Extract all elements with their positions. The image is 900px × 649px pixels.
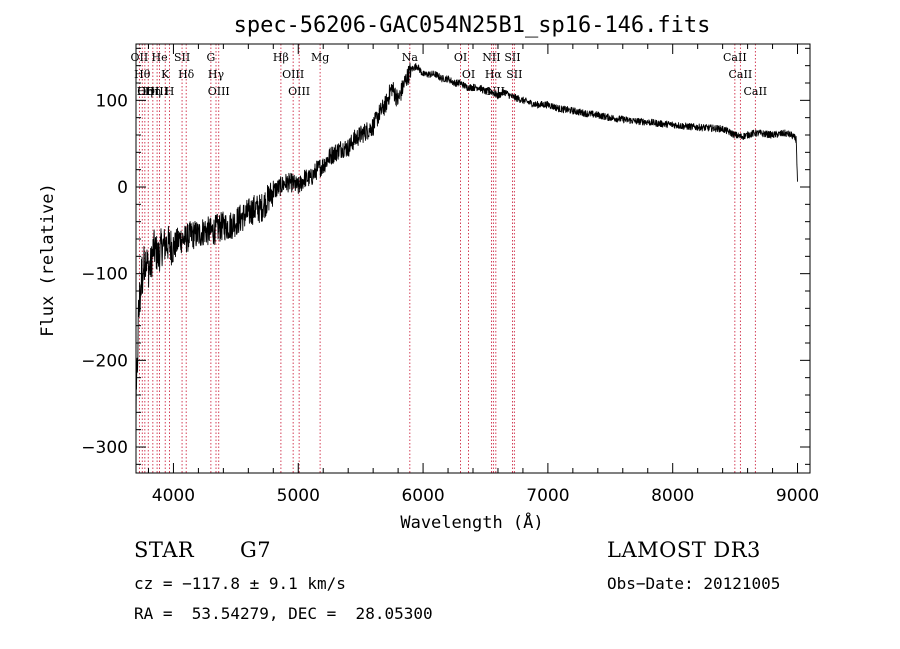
y-tick-label: −300 <box>81 438 128 458</box>
x-tick-label: 7000 <box>526 486 569 506</box>
line-label: Hη <box>137 85 153 98</box>
y-tick-label: 100 <box>96 91 128 111</box>
line-label: SII <box>506 68 522 81</box>
chart-title: spec-56206-GAC054N25B1_sp16-146.fits <box>234 13 711 38</box>
line-label: OIII <box>146 85 168 98</box>
line-label: Mg <box>311 51 329 64</box>
line-label: Na <box>402 51 419 64</box>
line-label: NII <box>487 85 505 98</box>
line-label: CaII <box>723 51 747 64</box>
x-tick-label: 5000 <box>277 486 320 506</box>
line-label: OIII <box>288 85 310 98</box>
x-tick-label: 8000 <box>651 486 694 506</box>
line-label: CaII <box>743 85 767 98</box>
obs-date: Obs−Date: 20121005 <box>607 574 781 593</box>
x-tick-label: 6000 <box>401 486 444 506</box>
y-axis-label: Flux (relative) <box>38 183 58 337</box>
redshift-value: cz = −117.8 ± 9.1 km/s <box>134 574 346 593</box>
plot-frame <box>135 43 811 474</box>
line-label: SII <box>504 51 520 64</box>
line-label: He <box>152 51 168 64</box>
line-label: Hγ <box>208 68 225 81</box>
line-label: OIII <box>282 68 304 81</box>
y-tick-label: 0 <box>117 178 128 198</box>
y-tick-label: −200 <box>81 351 128 371</box>
line-labels: OIIHθHηOIIIHηOIIIHeKHSIIHδGHγOIIIHβOIIIO… <box>131 51 768 98</box>
x-tick-label: 9000 <box>776 486 819 506</box>
coordinates: RA = 53.54279, DEC = 28.05300 <box>134 604 433 623</box>
line-label: Hβ <box>273 51 289 64</box>
axes: 4000 5000 6000 7000 8000 9000 −300 −200 −100 0 100 <box>81 43 819 506</box>
line-label: Hδ <box>178 68 195 81</box>
spectrum-series <box>135 62 798 432</box>
line-label: K <box>161 68 170 81</box>
line-label: G <box>206 51 215 64</box>
line-label: OI <box>462 68 475 81</box>
line-label: OIII <box>208 85 230 98</box>
line-label: NII <box>482 51 500 64</box>
object-class: STAR <box>134 538 195 562</box>
survey-name: LAMOST DR3 <box>607 538 761 562</box>
line-label: OII <box>131 51 149 64</box>
line-label: Hθ <box>134 68 151 81</box>
y-tick-label: −100 <box>81 265 128 285</box>
line-label: H <box>165 85 175 98</box>
x-axis-label: Wavelength (Å) <box>400 511 543 533</box>
x-tick-label: 4000 <box>152 486 195 506</box>
line-markers <box>138 44 756 473</box>
line-label: Hα <box>485 68 503 81</box>
line-label: OIII <box>137 85 159 98</box>
subclass: G7 <box>240 538 272 562</box>
line-label: CaII <box>729 68 753 81</box>
spectrum-line <box>135 62 798 432</box>
line-label: SII <box>174 51 190 64</box>
line-label: Hη <box>145 85 161 98</box>
line-label: OI <box>454 51 467 64</box>
